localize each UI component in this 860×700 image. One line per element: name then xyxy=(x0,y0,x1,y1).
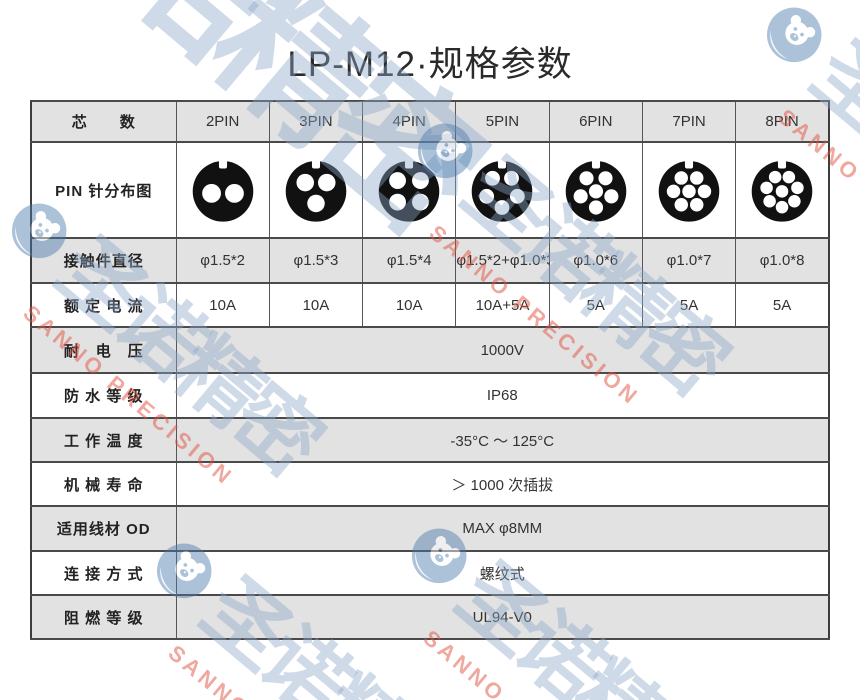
value-voltage: 1000V xyxy=(175,326,830,374)
value-connection: 螺纹式 xyxy=(175,550,830,596)
5pin-diagram xyxy=(472,155,533,222)
spec-table: 芯 数 2PIN 3PIN 4PIN 5PIN 6PIN 7PIN 8PIN PIN 针分布… xyxy=(30,100,830,640)
pin-diagram-cell xyxy=(268,141,364,239)
value-temperature: -35°C ～ 125°C xyxy=(175,417,830,463)
row-label-voltage: 耐 电 压 xyxy=(30,326,177,374)
4pin-diagram xyxy=(378,155,440,222)
value-cell: 8PIN xyxy=(735,100,830,143)
value-cell: 10A+5A xyxy=(455,282,550,328)
value-cell: 3PIN xyxy=(268,100,364,143)
row-label-flame: 阻 燃 等 级 xyxy=(30,594,177,640)
pin-diagram-cell xyxy=(548,141,643,239)
row-mech-life: 机 械 寿 命 ＞ 1000 次插拔 xyxy=(30,461,830,507)
row-temperature: 工 作 温 度 -35°C ～ 125°C xyxy=(30,417,830,463)
row-connection: 连 接 方 式 螺纹式 xyxy=(30,550,830,596)
value-cell: φ1.5*3 xyxy=(268,237,364,284)
value-cell: φ1.5*4 xyxy=(362,237,457,284)
value-cell: 10A xyxy=(268,282,364,328)
value-cell: 4PIN xyxy=(362,100,457,143)
row-waterproof: 防 水 等 级 IP68 xyxy=(30,372,830,419)
value-cell: 5PIN xyxy=(455,100,550,143)
watermark-brand-text: SANNO PRECISION xyxy=(163,640,413,700)
value-cell: φ1.5*2 xyxy=(175,237,270,284)
value-cell: φ1.5*2+φ1.0*3 xyxy=(455,237,550,284)
value-wire-od: MAX φ8MM xyxy=(175,505,830,552)
value-waterproof: IP68 xyxy=(175,372,830,419)
pin-diagram-cell xyxy=(641,141,737,239)
row-voltage: 耐 电 压 1000V xyxy=(30,326,830,374)
row-rated-current: 额 定 电 流 10A 10A 10A 10A+5A 5A 5A 5A xyxy=(30,282,830,328)
value-cell: 10A xyxy=(175,282,270,328)
row-label-pin-map: PIN 针分布图 xyxy=(30,141,177,239)
7pin-diagram xyxy=(658,155,720,222)
6pin-diagram xyxy=(565,155,627,222)
row-label-rated-current: 额 定 电 流 xyxy=(30,282,177,328)
row-contact-diameter: 接触件直径 φ1.5*2 φ1.5*3 φ1.5*4 φ1.5*2+φ1.0*3 φ1.… xyxy=(30,237,830,284)
page-title: LP-M12·规格参数 xyxy=(287,45,573,84)
row-core-count: 芯 数 2PIN 3PIN 4PIN 5PIN 6PIN 7PIN 8PIN xyxy=(30,100,830,143)
value-cell: φ1.0*8 xyxy=(735,237,830,284)
value-cell: 10A xyxy=(362,282,457,328)
row-pin-map: PIN 针分布图 xyxy=(30,141,830,239)
row-label-contact-diameter: 接触件直径 xyxy=(30,237,177,284)
pin-diagram-cell xyxy=(455,141,550,239)
value-cell: 5A xyxy=(735,282,830,328)
8pin-diagram xyxy=(751,155,813,222)
3pin-diagram xyxy=(285,155,347,222)
value-cell: φ1.0*6 xyxy=(548,237,643,284)
value-cell: 6PIN xyxy=(548,100,643,143)
2pin-diagram xyxy=(192,155,253,222)
row-label-core-count: 芯 数 xyxy=(30,100,177,143)
value-cell: 2PIN xyxy=(175,100,270,143)
value-cell: 7PIN xyxy=(641,100,737,143)
watermark-brand-text: SANNO PRECISION xyxy=(0,0,167,3)
row-flame: 阻 燃 等 级 UL94-V0 xyxy=(30,594,830,640)
value-cell: 5A xyxy=(548,282,643,328)
row-label-mech-life: 机 械 寿 命 xyxy=(30,461,177,507)
row-label-temperature: 工 作 温 度 xyxy=(30,417,177,463)
value-cell: 5A xyxy=(641,282,737,328)
pin-diagram-cell xyxy=(362,141,457,239)
pin-diagram-cell xyxy=(175,141,270,239)
row-wire-od: 适用线材 OD MAX φ8MM xyxy=(30,505,830,552)
value-flame: UL94-V0 xyxy=(175,594,830,640)
row-label-connection: 连 接 方 式 xyxy=(30,550,177,596)
pin-diagram-cell xyxy=(735,141,830,239)
value-mech-life: ＞ 1000 次插拔 xyxy=(175,461,830,507)
row-label-waterproof: 防 水 等 级 xyxy=(30,372,177,419)
watermark-group: SANNO PRECISION xyxy=(0,0,176,3)
row-label-wire-od: 适用线材 OD xyxy=(30,505,177,552)
value-cell: φ1.0*7 xyxy=(641,237,737,284)
